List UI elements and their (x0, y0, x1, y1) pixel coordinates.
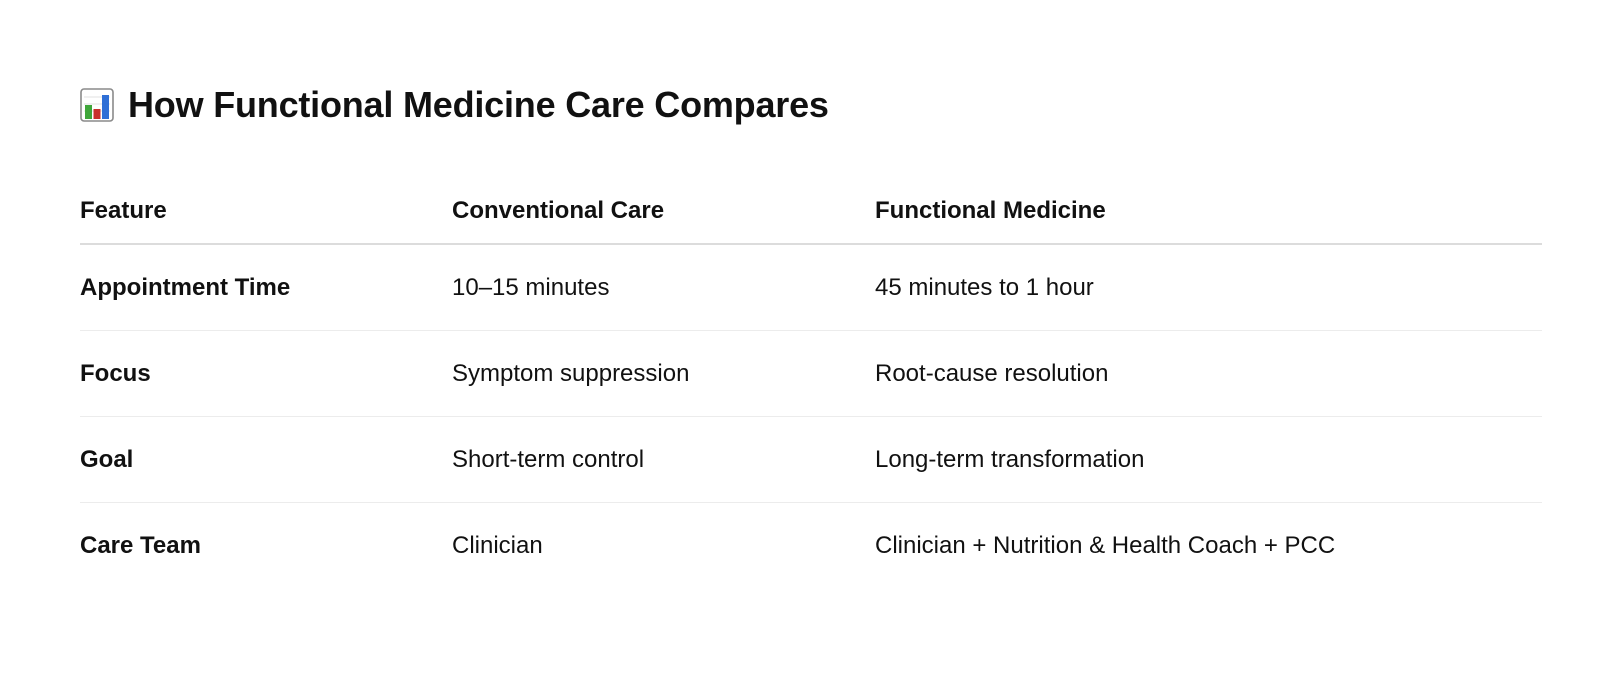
column-header-feature: Feature (80, 178, 452, 245)
table-row: Care Team Clinician Clinician + Nutritio… (80, 503, 1542, 589)
conventional-cell: Clinician (452, 531, 543, 559)
feature-cell: Care Team (80, 531, 201, 559)
conventional-cell: 10–15 minutes (452, 244, 875, 331)
column-header-conventional: Conventional Care (452, 178, 875, 245)
functional-cell: Root-cause resolution (875, 330, 1542, 417)
table-row: Appointment Time 10–15 minutes 45 minute… (80, 244, 1542, 331)
table-row: Focus Symptom suppression Root-cause res… (80, 330, 1542, 417)
functional-cell: Clinician + Nutrition & Health Coach + P… (875, 531, 1336, 559)
page-title: How Functional Medicine Care Compares (128, 84, 829, 125)
comparison-table: Feature Conventional Care Functional Med… (80, 178, 1542, 588)
conventional-cell: Short-term control (452, 416, 875, 503)
column-header-functional: Functional Medicine (875, 178, 1542, 245)
feature-cell: Appointment Time (80, 244, 452, 331)
bar-chart-icon (80, 88, 114, 122)
table-row: Goal Short-term control Long-term transf… (80, 416, 1542, 503)
table-header-row: Feature Conventional Care Functional Med… (80, 178, 1542, 245)
feature-cell: Goal (80, 416, 452, 503)
page-heading: How Functional Medicine Care Compares (80, 84, 829, 126)
feature-cell: Focus (80, 330, 452, 417)
functional-cell: Long-term transformation (875, 416, 1542, 503)
conventional-cell: Symptom suppression (452, 330, 875, 417)
functional-cell: 45 minutes to 1 hour (875, 244, 1542, 331)
